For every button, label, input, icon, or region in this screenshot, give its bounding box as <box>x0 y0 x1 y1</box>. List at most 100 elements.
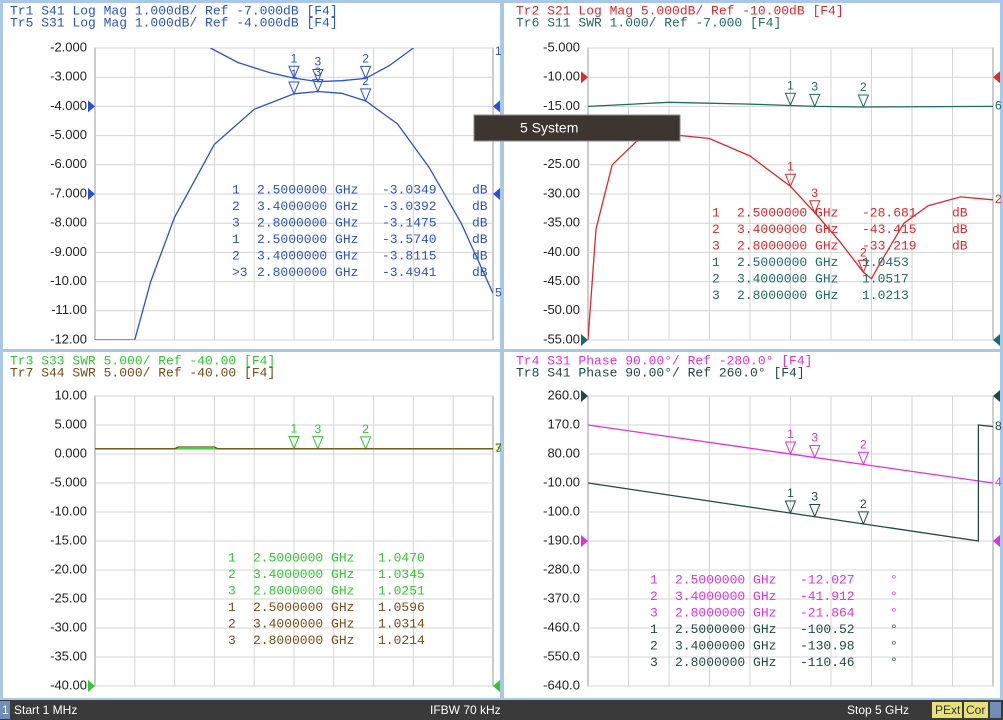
trace-group <box>588 424 993 542</box>
marker-readout: dB <box>472 215 488 230</box>
y-tick-label: -280.0 <box>543 561 580 576</box>
ref-marker <box>88 100 95 113</box>
trace <box>95 446 493 450</box>
marker-label: 1 <box>787 486 794 500</box>
tooltip-box <box>473 114 681 142</box>
marker-readout: 2.5000000 GHz <box>257 232 358 247</box>
marker <box>809 445 821 459</box>
marker-readout: 1.0213 <box>862 288 909 303</box>
marker-label: 3 <box>811 431 818 445</box>
marker-label: 2 <box>860 80 867 94</box>
trace-label: 6 <box>995 99 1002 113</box>
y-tick-label: -6.000 <box>50 156 87 171</box>
y-tick-label: -550.0 <box>543 648 580 663</box>
marker-readout: 3 <box>228 633 236 648</box>
marker-label: 1 <box>787 159 794 173</box>
marker-readout: >3 <box>232 265 248 280</box>
marker-readout: 1 <box>228 550 236 565</box>
y-tick-label: 170.0 <box>547 416 580 431</box>
y-tick-label: -2.000 <box>50 39 87 54</box>
marker-readout: 2.5000000 GHz <box>675 572 776 587</box>
marker-readout: -12.027 <box>800 572 855 587</box>
ref-marker <box>88 188 95 200</box>
ref-marker <box>993 390 1000 402</box>
ref-marker <box>993 535 1000 547</box>
marker-readout: 2.8000000 GHz <box>253 583 354 598</box>
marker <box>784 92 797 107</box>
marker-label: 1 <box>291 67 298 81</box>
marker-label: 2 <box>860 497 867 511</box>
marker-readout: -3.1475 <box>382 215 437 230</box>
marker-readout: 1 <box>228 600 236 615</box>
stop: Stop 5 GHz <box>847 703 909 717</box>
marker-readout: -28.681 <box>862 205 917 220</box>
marker-readout: ° <box>890 638 898 653</box>
marker-readout: -3.0392 <box>382 199 437 214</box>
marker-readout: dB <box>952 205 968 220</box>
marker-readout: -43.415 <box>862 222 917 237</box>
y-tick-label: -10.00 <box>50 503 87 518</box>
marker-readout: 2 <box>232 248 240 263</box>
marker-label: 3 <box>811 490 818 504</box>
y-tick-label: -460.0 <box>543 619 580 634</box>
ifbw: IFBW 70 kHz <box>430 703 501 717</box>
y-tick-label: -4.000 <box>50 98 87 113</box>
y-tick-label: 80.00 <box>547 445 580 460</box>
trace-header: Tr7 S44 SWR 5.000/ Ref -40.00 [F4] <box>10 365 275 380</box>
marker-readout: 3 <box>650 605 658 620</box>
marker-readout: 1.0214 <box>378 633 425 648</box>
y-tick-label: -190.0 <box>543 532 580 547</box>
trace-label: 2 <box>995 192 1002 206</box>
ref-marker <box>581 390 588 402</box>
marker-readout: 3 <box>232 215 240 230</box>
y-tick-label: -100.0 <box>543 503 580 518</box>
marker-readout: 1.0345 <box>378 567 425 582</box>
marker <box>312 79 324 93</box>
y-tick-label: -15.00 <box>50 532 87 547</box>
marker <box>809 200 821 215</box>
start: Start 1 MHz <box>14 703 77 717</box>
marker <box>809 504 821 518</box>
y-tick-label: -5.000 <box>50 474 87 489</box>
chart-layer: -2.000 -3.000 -4.000 -5.000 -6.000 -7.000 -8.0… <box>10 3 1002 692</box>
y-tick-label: -8.000 <box>50 215 87 230</box>
ref-marker <box>581 535 588 547</box>
marker-label: 1 <box>787 78 794 92</box>
y-tick-label: 0.000 <box>54 445 87 460</box>
trace-header: Tr6 S11 SWR 1.000/ Ref -7.000 [F4] <box>516 15 781 30</box>
marker-readout: 3 <box>228 583 236 598</box>
channel: 1 <box>2 703 9 717</box>
marker <box>288 81 300 96</box>
ref-marker <box>493 188 500 200</box>
trace-group <box>588 101 993 108</box>
marker <box>312 69 324 83</box>
trace-header: Tr5 S31 Log Mag 1.000dB/ Ref -4.000dB [F… <box>10 15 338 30</box>
y-tick-label: -9.000 <box>50 244 87 259</box>
marker <box>288 435 300 450</box>
marker-readout: 1.0596 <box>378 600 425 615</box>
y-tick-label: -3.000 <box>50 69 87 84</box>
y-tick-label: 260.0 <box>547 387 580 402</box>
marker-label: 3 <box>811 186 818 200</box>
marker-readout: -130.98 <box>800 638 855 653</box>
marker-readout: 2 <box>650 589 658 604</box>
marker-readout: ° <box>890 589 898 604</box>
marker-readout: 3 <box>650 655 658 670</box>
y-tick-label: -5.000 <box>50 127 87 142</box>
marker-readout: 2.5000000 GHz <box>675 622 776 637</box>
marker-readout: ° <box>890 622 898 637</box>
marker-readout: 1.0314 <box>378 616 425 631</box>
marker-readout: 3.4000000 GHz <box>257 199 358 214</box>
trace-header: Tr4 S31 Phase 90.00°/ Ref -280.0° [F4] <box>516 353 812 368</box>
trace <box>588 101 993 108</box>
ref-marker <box>493 680 500 692</box>
marker-label: 3 <box>315 65 322 79</box>
marker-label: 3 <box>811 80 818 94</box>
marker <box>312 436 324 450</box>
marker-readout: 2.5000000 GHz <box>737 205 838 220</box>
y-tick-label: -35.00 <box>543 215 580 230</box>
marker-readout: -41.912 <box>800 589 855 604</box>
y-tick-label: -10.00 <box>543 474 580 489</box>
y-tick-label: -11.00 <box>51 302 87 317</box>
